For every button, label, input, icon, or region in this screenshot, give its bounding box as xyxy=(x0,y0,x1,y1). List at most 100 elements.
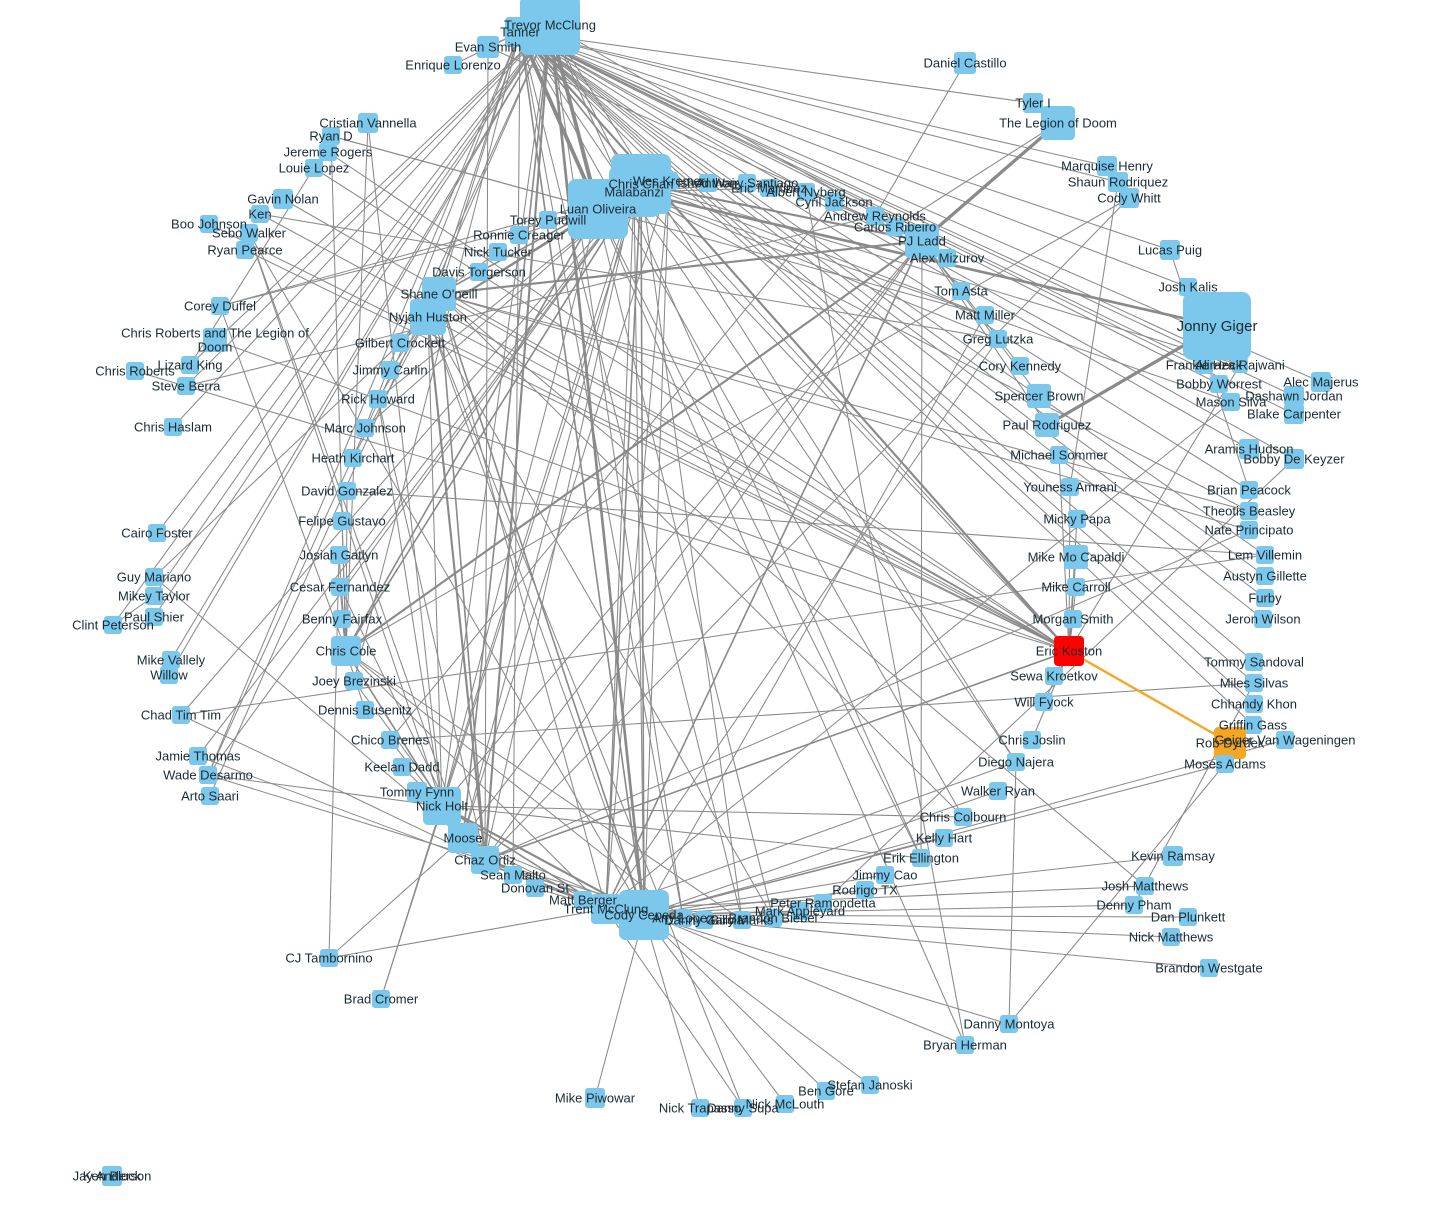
svg-text:Brad Cromer: Brad Cromer xyxy=(344,992,419,1007)
svg-text:Ryan D: Ryan D xyxy=(309,129,352,144)
svg-text:Willow: Willow xyxy=(150,668,188,683)
svg-text:Brandon Westgate: Brandon Westgate xyxy=(1155,961,1262,976)
svg-text:Mike Mo Capaldi: Mike Mo Capaldi xyxy=(1028,550,1125,565)
svg-text:Tanner: Tanner xyxy=(500,25,540,40)
svg-text:Guy Mariano: Guy Mariano xyxy=(117,570,191,585)
svg-text:Bryan Herman: Bryan Herman xyxy=(923,1038,1007,1053)
svg-text:Kelly Hart: Kelly Hart xyxy=(916,831,973,846)
svg-text:Marc Johnson: Marc Johnson xyxy=(324,421,406,436)
svg-text:Heath Kirchart: Heath Kirchart xyxy=(311,451,394,466)
svg-text:Tommy Fynn: Tommy Fynn xyxy=(380,785,454,800)
svg-text:Davis Torgerson: Davis Torgerson xyxy=(432,265,526,280)
svg-text:Jay Anderson: Jay Anderson xyxy=(73,1169,152,1184)
svg-text:Enrique Lorenzo: Enrique Lorenzo xyxy=(405,58,500,73)
svg-text:Wade Desarmo: Wade Desarmo xyxy=(163,768,253,783)
svg-text:Mike Vallely: Mike Vallely xyxy=(137,653,206,668)
svg-text:Josh Kalis: Josh Kalis xyxy=(1158,280,1218,295)
svg-text:Theotis Beasley: Theotis Beasley xyxy=(1203,504,1296,519)
svg-text:Arto Saari: Arto Saari xyxy=(181,789,239,804)
svg-text:Jamie Thomas: Jamie Thomas xyxy=(155,749,241,764)
svg-text:Jonny Giger: Jonny Giger xyxy=(1177,318,1258,335)
svg-text:Corey Duffel: Corey Duffel xyxy=(184,299,256,314)
svg-text:Nick Matthews: Nick Matthews xyxy=(1129,930,1214,945)
svg-text:Sewa Kroetkov: Sewa Kroetkov xyxy=(1010,669,1098,684)
svg-text:Mike Carroll: Mike Carroll xyxy=(1041,580,1110,595)
svg-text:Louie Lopez: Louie Lopez xyxy=(279,161,350,176)
svg-text:Sean Malto: Sean Malto xyxy=(480,868,546,883)
svg-text:Alex Mizurov: Alex Mizurov xyxy=(910,251,985,266)
svg-text:Walker Ryan: Walker Ryan xyxy=(961,784,1035,799)
svg-text:Chris Roberts and The Legion o: Chris Roberts and The Legion of xyxy=(121,325,309,340)
svg-text:Tommy Sandoval: Tommy Sandoval xyxy=(1204,655,1304,670)
svg-text:Bobby De Keyzer: Bobby De Keyzer xyxy=(1243,452,1345,467)
svg-text:Jimmy Carlin: Jimmy Carlin xyxy=(352,363,427,378)
svg-text:Ryan Pearce: Ryan Pearce xyxy=(207,243,282,258)
svg-text:Joey Brezinski: Joey Brezinski xyxy=(312,674,396,689)
svg-text:Sebo Walker: Sebo Walker xyxy=(212,226,287,241)
svg-text:Daniel Castillo: Daniel Castillo xyxy=(923,56,1006,71)
svg-text:Cody Whitt: Cody Whitt xyxy=(1097,191,1161,206)
svg-text:Moose: Moose xyxy=(443,831,482,846)
svg-text:Danny Montoya: Danny Montoya xyxy=(963,1017,1055,1032)
svg-text:Brian Peacock: Brian Peacock xyxy=(1207,483,1291,498)
svg-text:Lucas Puig: Lucas Puig xyxy=(1138,243,1202,258)
svg-text:Steve Berra: Steve Berra xyxy=(152,379,221,394)
svg-text:Greg Lutzka: Greg Lutzka xyxy=(963,332,1035,347)
svg-text:Chris Cole: Chris Cole xyxy=(316,644,377,659)
svg-text:Kevin Ramsay: Kevin Ramsay xyxy=(1131,849,1215,864)
svg-text:Micky Papa: Micky Papa xyxy=(1043,512,1111,527)
svg-text:Cairo Foster: Cairo Foster xyxy=(121,526,193,541)
svg-text:Mike Piwowar: Mike Piwowar xyxy=(555,1091,636,1106)
svg-text:The Legion of Doom: The Legion of Doom xyxy=(999,116,1117,131)
svg-text:Will Fyock: Will Fyock xyxy=(1014,695,1074,710)
svg-text:Donovan St: Donovan St xyxy=(501,881,569,896)
svg-text:Paul Rodriguez: Paul Rodriguez xyxy=(1003,418,1092,433)
svg-text:Jereme Rogers: Jereme Rogers xyxy=(284,145,373,160)
svg-text:Benny Fairfax: Benny Fairfax xyxy=(302,612,383,627)
svg-text:Spencer Brown: Spencer Brown xyxy=(995,389,1084,404)
svg-text:Chris Joslin: Chris Joslin xyxy=(998,733,1065,748)
svg-text:David Gonzalez: David Gonzalez xyxy=(301,484,393,499)
svg-text:Cory Kennedy: Cory Kennedy xyxy=(979,359,1062,374)
svg-text:Ken: Ken xyxy=(248,207,271,222)
svg-text:Blake Carpenter: Blake Carpenter xyxy=(1247,407,1342,422)
svg-text:Furby: Furby xyxy=(1248,591,1282,606)
svg-text:PJ Ladd: PJ Ladd xyxy=(898,234,946,249)
svg-text:Erik Ellington: Erik Ellington xyxy=(883,851,959,866)
svg-text:Lem Villemin: Lem Villemin xyxy=(1228,548,1302,563)
svg-text:Ronnie Creager: Ronnie Creager xyxy=(473,228,565,243)
svg-text:Alec Majerus: Alec Majerus xyxy=(1283,375,1359,390)
svg-text:Nick Holt: Nick Holt xyxy=(416,799,468,814)
svg-text:Frankie Heck: Frankie Heck xyxy=(1166,358,1243,373)
svg-text:Morgan Smith: Morgan Smith xyxy=(1033,612,1114,627)
svg-text:Cyril Jackson: Cyril Jackson xyxy=(795,195,872,210)
svg-text:Chris Colbourn: Chris Colbourn xyxy=(920,810,1007,825)
svg-text:CJ Tambornino: CJ Tambornino xyxy=(285,951,372,966)
svg-text:Shaun Rodriquez: Shaun Rodriquez xyxy=(1068,175,1168,190)
svg-text:Michael Sommer: Michael Sommer xyxy=(1010,448,1108,463)
svg-text:Cesar Fernandez: Cesar Fernandez xyxy=(290,580,390,595)
svg-text:Chaz Ortiz: Chaz Ortiz xyxy=(454,853,515,868)
svg-text:Diego Najera: Diego Najera xyxy=(978,755,1055,770)
svg-text:Gilbert Crockett: Gilbert Crockett xyxy=(355,336,446,351)
svg-text:Doom: Doom xyxy=(198,340,233,355)
svg-text:Josh Matthews: Josh Matthews xyxy=(1102,879,1189,894)
svg-text:Carlos Ribeiro: Carlos Ribeiro xyxy=(854,220,936,235)
svg-text:Gavin Nolan: Gavin Nolan xyxy=(247,192,319,207)
svg-text:Lizard King: Lizard King xyxy=(157,358,222,373)
svg-text:Jeron Wilson: Jeron Wilson xyxy=(1225,612,1300,627)
svg-text:Chris Haslam: Chris Haslam xyxy=(134,420,212,435)
svg-text:Rob Dyrdek: Rob Dyrdek xyxy=(1196,736,1265,751)
svg-text:Nick Trapasso: Nick Trapasso xyxy=(659,1101,741,1116)
svg-text:Tom Asta: Tom Asta xyxy=(934,284,988,299)
svg-text:Chad Tim Tim: Chad Tim Tim xyxy=(141,708,221,723)
svg-text:Luan Oliveira: Luan Oliveira xyxy=(560,202,637,217)
svg-text:Nick Tucker: Nick Tucker xyxy=(464,245,533,260)
svg-text:Dan Plunkett: Dan Plunkett xyxy=(1151,910,1226,925)
svg-text:Youness Amrani: Youness Amrani xyxy=(1023,480,1117,495)
svg-text:Chhandy Khon: Chhandy Khon xyxy=(1211,697,1297,712)
svg-text:Moses Adams: Moses Adams xyxy=(1184,757,1266,772)
svg-text:Evan Smith: Evan Smith xyxy=(455,40,521,55)
svg-text:Keelan Dadd: Keelan Dadd xyxy=(364,760,439,775)
svg-text:Mikey Taylor: Mikey Taylor xyxy=(118,589,191,604)
